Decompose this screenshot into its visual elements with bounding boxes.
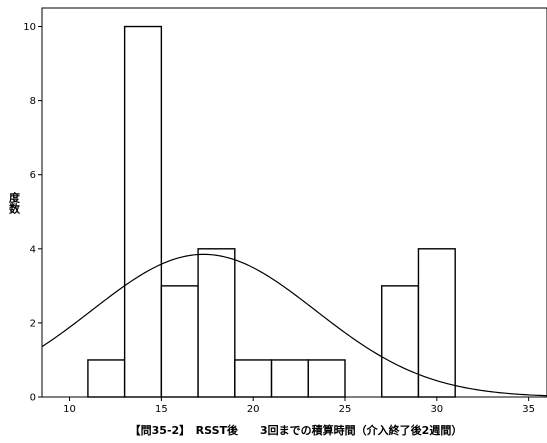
y-tick-label: 8 [30, 96, 36, 107]
x-tick-label: 20 [247, 404, 260, 415]
y-tick-label: 6 [30, 170, 36, 181]
histogram-bar [87, 359, 126, 398]
x-tick-label: 30 [430, 404, 443, 415]
plot-frame [41, 7, 547, 398]
histogram-bar [197, 248, 236, 398]
y-tick-label: 10 [23, 22, 36, 33]
histogram-bar [160, 285, 199, 398]
histogram-bar [307, 359, 346, 398]
histogram-bar [270, 359, 309, 398]
histogram-bar [123, 25, 163, 398]
y-axis-ticks: 0 2 4 6 8 10 [23, 22, 42, 404]
x-axis-title: 【問35-2】 RSST後 3回までの積算時間（介入終了後2週間） [130, 423, 463, 437]
histogram-bar [234, 359, 273, 398]
x-tick-label: 35 [522, 404, 535, 415]
y-tick-label: 4 [30, 244, 36, 255]
bars-group [87, 25, 456, 398]
y-axis-title: 度数 [8, 191, 21, 215]
normal-curve [41, 253, 547, 397]
x-tick-label: 15 [155, 404, 168, 415]
histogram-bar [381, 285, 420, 398]
y-tick-label: 2 [30, 318, 36, 329]
y-tick-label: 0 [30, 393, 36, 404]
histogram-bar [417, 248, 456, 398]
x-axis-ticks: 10 15 20 25 30 35 [63, 397, 535, 415]
x-tick-label: 25 [339, 404, 352, 415]
x-tick-label: 10 [63, 404, 76, 415]
